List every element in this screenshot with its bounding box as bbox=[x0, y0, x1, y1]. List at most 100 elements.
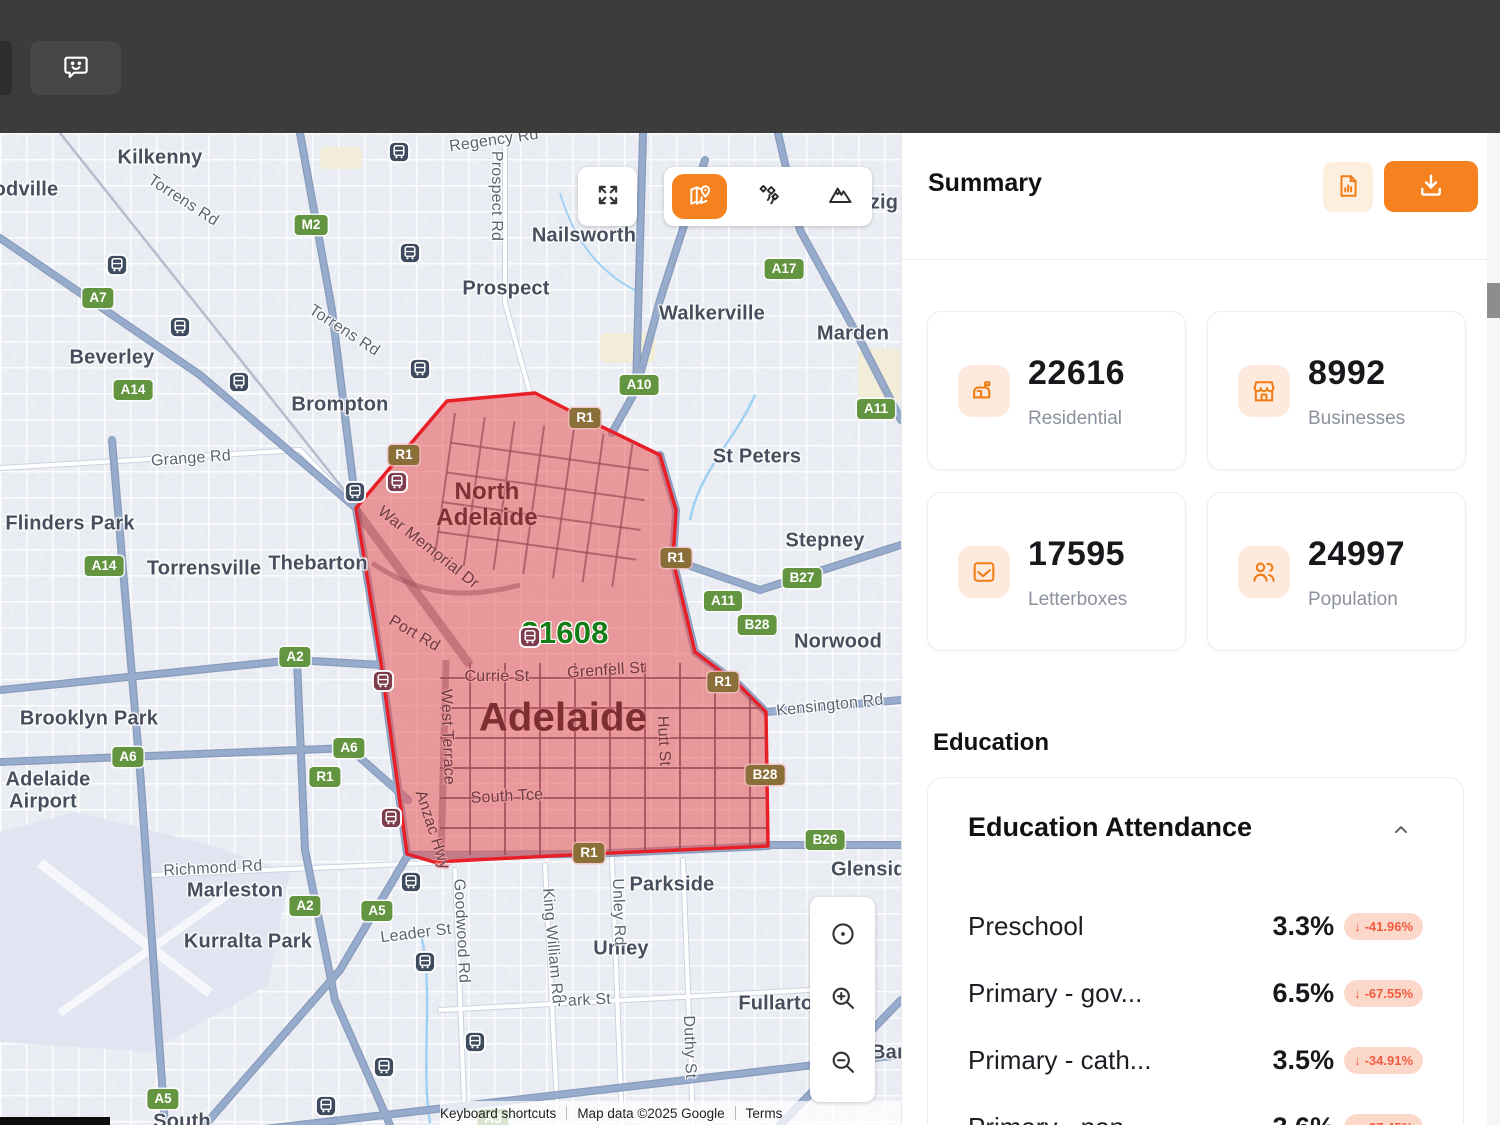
map-label-airport: Airport bbox=[8, 790, 78, 813]
map-data-text: Map data ©2025 Google bbox=[577, 1105, 725, 1121]
row-label: Primary - non... bbox=[968, 1112, 1146, 1125]
terms-link[interactable]: Terms bbox=[745, 1105, 783, 1121]
map-label-hutt-st: Hutt St bbox=[653, 715, 674, 767]
education-row-primary-cath: Primary - cath... 3.5% ↓ -34.91% bbox=[928, 1027, 1463, 1094]
mountain-icon bbox=[826, 181, 854, 212]
map-label-torrensville: Torrensville bbox=[146, 557, 262, 580]
route-badge-r1: R1 bbox=[309, 767, 341, 787]
route-badge-b27: B27 bbox=[782, 568, 822, 588]
map-label-nailsworth: Nailsworth bbox=[531, 224, 637, 247]
row-value: 3.5% bbox=[1272, 1045, 1335, 1075]
map-type-roadmap-button[interactable] bbox=[672, 174, 727, 219]
change-badge: ↓ -67.55% bbox=[1344, 980, 1423, 1007]
map-type-satellite-button[interactable] bbox=[742, 174, 797, 219]
change-value: -34.91% bbox=[1364, 1053, 1413, 1068]
map-label-currie-st: Currie St bbox=[464, 668, 530, 685]
map-label-adelaide: Adelaide bbox=[5, 768, 91, 791]
route-badge-a7: A7 bbox=[82, 288, 114, 308]
map-pin-icon bbox=[687, 182, 713, 211]
route-badge-b28: B28 bbox=[737, 615, 777, 635]
train-station-icon bbox=[343, 480, 367, 504]
route-badge-a11: A11 bbox=[856, 399, 896, 419]
route-badge-r1: R1 bbox=[569, 408, 601, 428]
satellite-icon bbox=[756, 182, 783, 212]
train-station-icon bbox=[168, 315, 192, 339]
map-canvas[interactable]: Kilkenny odville Prospect Nailsworth Walkerv… bbox=[0, 133, 901, 1125]
route-badge-a17: A17 bbox=[764, 259, 804, 279]
route-badge-m2: M2 bbox=[294, 215, 328, 235]
stat-label: Letterboxes bbox=[1028, 589, 1128, 610]
zoom-out-icon bbox=[829, 1048, 857, 1079]
education-attendance-card: Education Attendance Preschool 3.3% ↓ -41.9… bbox=[927, 777, 1464, 1125]
train-station-icon bbox=[227, 370, 251, 394]
sidebar-title: Summary bbox=[928, 169, 1042, 197]
stat-value: 17595 bbox=[1028, 535, 1126, 573]
map-label-duthy-st: Duthy St bbox=[679, 1015, 700, 1079]
train-station-icon bbox=[387, 140, 411, 164]
map-label-brompton: Brompton bbox=[291, 393, 389, 416]
header-divider bbox=[902, 259, 1500, 260]
map-label-adelaide: Adelaide bbox=[478, 695, 648, 740]
chevron-up-icon bbox=[1391, 826, 1411, 843]
stat-card-businesses: 8992 Businesses bbox=[1207, 311, 1466, 470]
education-rows: Preschool 3.3% ↓ -41.96% Primary - gov... 6.5… bbox=[928, 893, 1463, 1125]
route-badge-b28: B28 bbox=[745, 765, 785, 785]
fullscreen-button[interactable] bbox=[578, 167, 637, 226]
row-value: 3.3% bbox=[1272, 911, 1335, 941]
map-label-st-peters: St Peters bbox=[712, 445, 802, 468]
map-label-zig: zig bbox=[869, 191, 899, 214]
map-label-parkside: Parkside bbox=[629, 873, 715, 896]
collapse-panel-button[interactable] bbox=[1387, 816, 1415, 847]
top-bar bbox=[0, 0, 1500, 133]
stat-value: 8992 bbox=[1308, 354, 1386, 392]
bottom-left-strip bbox=[0, 1117, 110, 1125]
region-polygon bbox=[354, 391, 770, 864]
train-station-icon bbox=[463, 1030, 487, 1054]
zoom-in-button[interactable] bbox=[819, 975, 867, 1023]
map-label-adelaide: Adelaide bbox=[436, 504, 538, 531]
row-label: Preschool bbox=[968, 911, 1084, 941]
change-value: -27.45% bbox=[1365, 1120, 1413, 1125]
route-badge-a10: A10 bbox=[619, 375, 659, 395]
map-label-marleston: Marleston bbox=[186, 879, 284, 902]
map-label-odville: odville bbox=[0, 178, 59, 201]
sidebar-scrollbar-track bbox=[1487, 133, 1500, 1125]
train-station-icon bbox=[314, 1094, 338, 1118]
route-badge-a14: A14 bbox=[113, 380, 153, 400]
map-type-terrain-button[interactable] bbox=[812, 174, 867, 219]
stat-label: Residential bbox=[1028, 408, 1122, 429]
route-badge-a5: A5 bbox=[361, 901, 393, 921]
mailbox-icon bbox=[958, 365, 1010, 417]
download-button[interactable] bbox=[1384, 161, 1478, 212]
route-badge-b26: B26 bbox=[805, 830, 845, 850]
change-value: -67.55% bbox=[1364, 986, 1413, 1001]
keyboard-shortcuts-link[interactable]: Keyboard shortcuts bbox=[440, 1105, 557, 1121]
stat-value: 22616 bbox=[1028, 354, 1126, 392]
chat-button[interactable] bbox=[30, 41, 121, 95]
map-label-north: North bbox=[454, 478, 520, 505]
route-badge-a11: A11 bbox=[703, 591, 743, 611]
map-label-thebarton: Thebarton bbox=[268, 552, 368, 575]
change-badge: ↓ -34.91% bbox=[1344, 1047, 1423, 1074]
row-label: Primary - gov... bbox=[968, 978, 1143, 1008]
education-heading: Education bbox=[933, 729, 1050, 756]
map-label-unley: Unley bbox=[593, 937, 649, 960]
train-station-icon bbox=[398, 241, 422, 265]
attribution-divider bbox=[566, 1106, 568, 1120]
map-label-stepney: Stepney bbox=[785, 529, 865, 552]
zoom-out-button[interactable] bbox=[819, 1040, 867, 1088]
route-badge-a5: A5 bbox=[147, 1089, 179, 1109]
change-badge: ↓ -41.96% bbox=[1344, 913, 1423, 940]
arrow-down-icon: ↓ bbox=[1354, 986, 1361, 1001]
map-zoom-panel bbox=[810, 897, 875, 1102]
my-location-button[interactable] bbox=[819, 911, 867, 959]
stat-card-population: 24997 Population bbox=[1207, 492, 1466, 651]
report-button[interactable] bbox=[1323, 162, 1373, 212]
partial-left-button[interactable] bbox=[0, 41, 12, 95]
map-label-brooklyn-park: Brooklyn Park bbox=[19, 707, 159, 730]
stat-card-letterboxes: 17595 Letterboxes bbox=[927, 492, 1186, 651]
change-value: -41.96% bbox=[1364, 919, 1413, 934]
sidebar-scrollbar-thumb[interactable] bbox=[1487, 283, 1500, 318]
train-station-icon bbox=[105, 253, 129, 277]
arrow-down-icon: ↓ bbox=[1354, 1120, 1361, 1125]
